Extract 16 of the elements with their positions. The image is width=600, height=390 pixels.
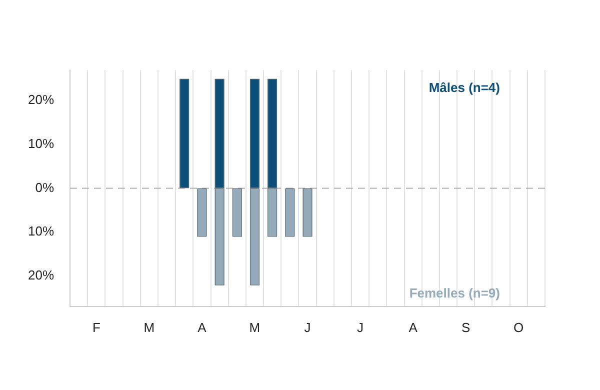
x-tick-label: O bbox=[514, 320, 524, 335]
x-tick-label: S bbox=[462, 320, 470, 335]
y-tick-label: 20% bbox=[28, 92, 54, 108]
y-tick-label: 10% bbox=[28, 136, 54, 151]
text: Mâles (n=4) bbox=[428, 80, 500, 96]
y-tick-label: 10% bbox=[28, 224, 54, 239]
y-tick-label: 20% bbox=[28, 267, 54, 282]
x-tick-label: J bbox=[304, 320, 311, 335]
x-tick-label: M bbox=[144, 320, 155, 335]
x-tick-label: F bbox=[92, 320, 100, 335]
text: Femelles (n=9) bbox=[409, 285, 500, 300]
y-tick-label: 0% bbox=[35, 180, 54, 195]
x-tick-label: J bbox=[357, 320, 364, 335]
x-tick-label: A bbox=[198, 320, 207, 335]
x-tick-label: M bbox=[249, 320, 260, 335]
x-tick-label: A bbox=[408, 320, 418, 335]
